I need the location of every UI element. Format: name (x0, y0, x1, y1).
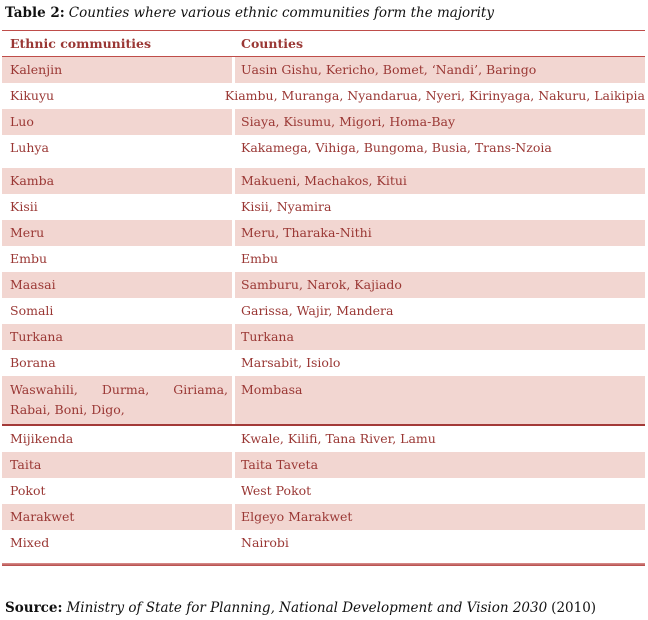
ethnic-community-cell: Kamba (2, 168, 232, 194)
table-row: Embu Embu (2, 246, 645, 272)
table-row: Turkana Turkana (2, 324, 645, 350)
ethnic-community-cell: Pokot (10, 483, 46, 498)
table-body: Kalenjin Uasin Gishu, Kericho, Bomet, ‘N… (2, 57, 645, 556)
counties-cell: Samburu, Narok, Kajiado (235, 272, 645, 298)
counties-cell: Kwale, Kilifi, Tana River, Lamu (241, 431, 436, 446)
counties-cell: Elgeyo Marakwet (235, 504, 645, 530)
ethnic-community-cell: Taita (2, 452, 232, 478)
ethnic-community-cell: Embu (10, 251, 48, 266)
counties-cell: Kisii, Nyamira (241, 199, 332, 214)
table-row: Mijikenda Kwale, Kilifi, Tana River, Lam… (2, 426, 645, 452)
source-year: (2010) (551, 600, 597, 616)
column-header-ethnic-communities: Ethnic communities (10, 36, 152, 51)
ethnic-community-cell: Luhya (10, 140, 49, 155)
table-caption-text: Counties where various ethnic communitie… (68, 5, 494, 21)
ethnic-community-cell: Somali (10, 303, 54, 318)
table-row: Pokot West Pokot (2, 478, 645, 504)
counties-cell: Siaya, Kisumu, Migori, Homa-Bay (235, 109, 645, 135)
source-citation: Ministry of State for Planning, National… (66, 600, 548, 616)
ethnic-community-cell: Meru (2, 220, 232, 246)
counties-cell: Nairobi (241, 535, 289, 550)
table-caption: Table 2: Counties where various ethnic co… (0, 0, 648, 30)
table-row: Kisii Kisii, Nyamira (2, 194, 645, 220)
counties-cell: Embu (241, 251, 279, 266)
table-row: Marakwet Elgeyo Marakwet (2, 504, 645, 530)
source-label: Source: (5, 600, 63, 616)
table-section-divider (2, 424, 645, 426)
table-row: Somali Garissa, Wajir, Mandera (2, 298, 645, 324)
header-bottom-rule (2, 56, 645, 57)
source-note: Source: Ministry of State for Planning, N… (5, 600, 648, 616)
table-row: Luo Siaya, Kisumu, Migori, Homa-Bay (2, 109, 645, 135)
counties-cell: Marsabit, Isiolo (241, 355, 341, 370)
ethnic-community-cell: Kisii (10, 199, 38, 214)
ethnic-community-cell: Mixed (10, 535, 50, 550)
ethnic-community-cell: Maasai (2, 272, 232, 298)
counties-cell: West Pokot (241, 483, 312, 498)
ethnic-community-cell: Kalenjin (2, 57, 232, 83)
counties-cell: Kakamega, Vihiga, Bungoma, Busia, Trans-… (241, 140, 552, 155)
ethnic-community-cell: Luo (2, 109, 232, 135)
counties-cell: Turkana (235, 324, 645, 350)
table-top-rule (2, 30, 645, 31)
ethnic-community-cell: Waswahili, Durma, Giriama, Rabai, Boni, … (2, 376, 232, 424)
ethnic-community-cell: Marakwet (2, 504, 232, 530)
ethnic-community-cell: Borana (10, 355, 56, 370)
counties-cell: Mombasa (235, 376, 645, 424)
table-row: Meru Meru, Tharaka-Nithi (2, 220, 645, 246)
table-caption-label: Table 2: (5, 5, 65, 21)
table-row: Borana Marsabit, Isiolo (2, 350, 645, 376)
table-bottom-rule (2, 563, 645, 566)
majority-communities-table: Ethnic communities Counties Kalenjin Uas… (2, 30, 645, 566)
table-header-row: Ethnic communities Counties (2, 31, 645, 56)
ethnic-community-cell: Turkana (2, 324, 232, 350)
counties-cell: Uasin Gishu, Kericho, Bomet, ‘Nandi’, Ba… (235, 57, 645, 83)
table-row: Luhya Kakamega, Vihiga, Bungoma, Busia, … (2, 135, 645, 161)
table-row: Waswahili, Durma, Giriama, Rabai, Boni, … (2, 376, 645, 424)
ethnic-community-cell: Mijikenda (10, 431, 74, 446)
table-row: Kikuyu Kiambu, Muranga, Nyandarua, Nyeri… (2, 83, 645, 109)
counties-cell: Garissa, Wajir, Mandera (241, 303, 394, 318)
counties-cell: Taita Taveta (235, 452, 645, 478)
counties-cell: Meru, Tharaka-Nithi (235, 220, 645, 246)
table-row: Kamba Makueni, Machakos, Kitui (2, 168, 645, 194)
counties-cell: Kiambu, Muranga, Nyandarua, Nyeri, Kirin… (224, 88, 645, 103)
column-header-counties: Counties (241, 36, 303, 51)
ethnic-community-cell: Kikuyu (10, 88, 55, 103)
counties-cell: Makueni, Machakos, Kitui (235, 168, 645, 194)
table-row: Kalenjin Uasin Gishu, Kericho, Bomet, ‘N… (2, 57, 645, 83)
table-row: Taita Taita Taveta (2, 452, 645, 478)
table-row: Mixed Nairobi (2, 530, 645, 556)
table-row: Maasai Samburu, Narok, Kajiado (2, 272, 645, 298)
